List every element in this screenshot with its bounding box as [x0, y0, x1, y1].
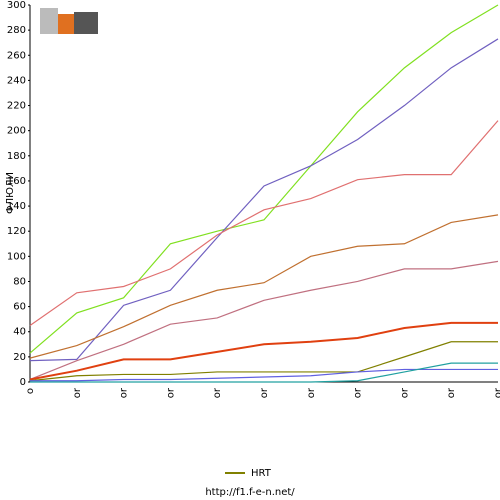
- y-tick-label: 140: [7, 201, 26, 212]
- x-tick-label: o: [25, 388, 36, 394]
- x-tick-label: or: [72, 387, 83, 398]
- x-tick-label: or: [353, 387, 364, 398]
- x-tick-label: or: [446, 387, 457, 398]
- y-tick-label: 260: [7, 50, 26, 61]
- y-tick-label: 160: [7, 176, 26, 187]
- x-tick-label: or: [306, 387, 317, 398]
- y-tick-label: 100: [7, 251, 26, 262]
- series-line: [29, 260, 499, 381]
- x-tick-label: or: [119, 387, 130, 398]
- y-tick-label: 120: [7, 226, 26, 237]
- logo: [40, 8, 98, 34]
- series-line: [29, 214, 499, 359]
- y-tick-label: 180: [7, 151, 26, 162]
- series-line: [29, 120, 499, 326]
- y-tick-label: 80: [13, 276, 26, 287]
- y-tick-label: 200: [7, 126, 26, 137]
- series-line: [29, 341, 498, 382]
- x-tick-label: or: [493, 387, 500, 398]
- series-line: [29, 38, 499, 362]
- series-line: [29, 321, 498, 381]
- legend-label: HRT: [251, 468, 272, 479]
- y-tick-label: 300: [7, 0, 26, 11]
- y-axis-label: ФЛЮЛИ: [5, 172, 16, 214]
- x-tick-label: or: [259, 387, 270, 398]
- series-line: [29, 4, 499, 354]
- series-line: [30, 362, 498, 383]
- footer: http://f1.f-e-n.net/: [205, 487, 295, 498]
- y-tick-label: 220: [7, 101, 26, 112]
- y-tick-label: 40: [13, 327, 26, 338]
- x-tick-label: or: [212, 387, 223, 398]
- y-tick-label: 0: [20, 377, 26, 388]
- y-tick-label: 60: [13, 302, 26, 313]
- y-tick-label: 240: [7, 75, 26, 86]
- x-tick-label: or: [165, 387, 176, 398]
- x-tick-label: or: [399, 387, 410, 398]
- y-tick-label: 20: [13, 352, 26, 363]
- y-tick-label: 280: [7, 25, 26, 36]
